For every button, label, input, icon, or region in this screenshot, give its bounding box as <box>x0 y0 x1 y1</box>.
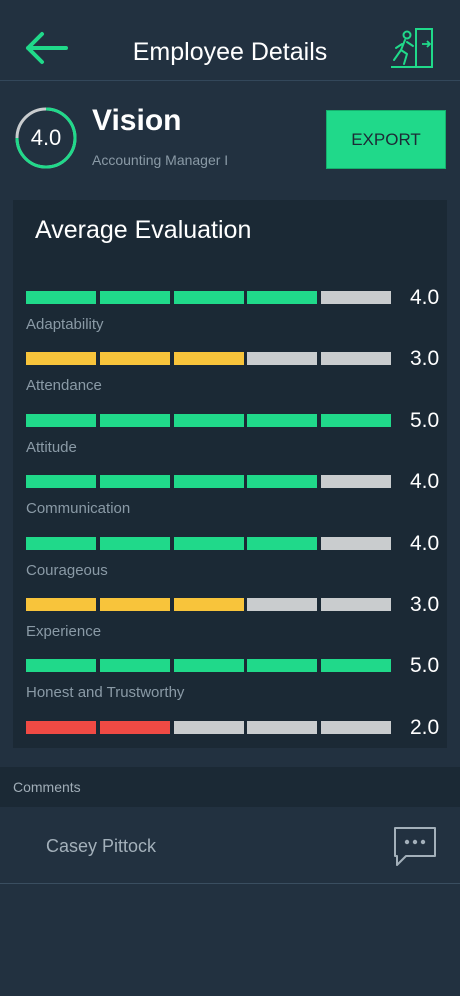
rating-label: Attitude <box>26 438 77 456</box>
rating-segment-filled <box>26 413 96 427</box>
rating-segment-filled <box>99 659 170 673</box>
rating-segment-filled <box>321 659 391 673</box>
rating-segment-filled <box>173 352 244 366</box>
rating-value: 4.0 <box>410 531 440 555</box>
rating-segment-filled <box>26 291 96 304</box>
exit-door-icon <box>391 28 433 68</box>
evaluation-row: 5.0 Attitude <box>26 409 447 464</box>
rating-value: 2.0 <box>410 715 440 739</box>
back-button[interactable] <box>22 28 70 68</box>
evaluation-row: 4.0 Courageous <box>26 532 447 587</box>
rating-segment-filled <box>321 413 391 427</box>
chat-bubble-icon <box>394 827 436 866</box>
exit-button[interactable] <box>390 26 436 70</box>
rating-segment-filled <box>247 413 318 427</box>
rating-segment-filled <box>247 291 318 304</box>
rating-segment-empty <box>173 720 244 734</box>
rating-segment-filled <box>173 291 244 304</box>
employee-name: Vision <box>92 104 182 137</box>
rating-segment-empty <box>247 720 318 734</box>
rating-segment-filled <box>99 291 170 304</box>
overall-score: 4.0 <box>30 125 62 150</box>
rating-value: 4.0 <box>410 286 440 309</box>
rating-bar <box>26 536 391 550</box>
comment-author: Casey Pittock <box>46 836 157 856</box>
evaluation-row: 5.0 Honest and Trustworthy <box>26 654 447 709</box>
rating-segment-empty <box>321 598 391 611</box>
rating-segment-filled <box>173 659 244 673</box>
average-evaluation-card: Average Evaluation 4.0 Adaptability 3.0 Att… <box>13 200 447 748</box>
evaluation-row: 2.0 <box>26 716 447 771</box>
rating-value: 5.0 <box>410 408 440 432</box>
rating-segment-filled <box>173 536 244 550</box>
export-button[interactable]: EXPORT <box>326 110 446 169</box>
rating-segment-empty <box>247 598 318 611</box>
employee-profile: 4.0 Vision Accounting Manager I EXPORT <box>0 80 460 190</box>
rating-segment-filled <box>99 352 170 366</box>
rating-label: Attendance <box>26 377 102 395</box>
rating-bar <box>26 475 391 489</box>
rating-value: 3.0 <box>410 593 440 616</box>
rating-bar <box>26 598 391 611</box>
rating-label: Courageous <box>26 561 108 579</box>
rating-value: 3.0 <box>410 347 440 371</box>
rating-segment-filled <box>99 598 170 611</box>
rating-segment-empty <box>321 720 391 734</box>
rating-bar <box>26 720 391 734</box>
rating-segment-filled <box>26 475 96 489</box>
rating-segment-filled <box>99 536 170 550</box>
evaluation-row: 4.0 Communication <box>26 470 447 525</box>
rating-segment-filled <box>26 720 96 734</box>
rating-segment-empty <box>247 352 318 366</box>
rating-segment-filled <box>99 413 170 427</box>
rating-segment-filled <box>26 598 96 611</box>
employee-role: Accounting Manager I <box>92 152 229 168</box>
comments-section-header: Comments <box>0 767 460 807</box>
view-comment-button[interactable] <box>392 825 438 869</box>
rating-bar <box>26 413 391 427</box>
rating-bar <box>26 659 391 673</box>
rating-segment-empty <box>321 475 391 489</box>
arrow-left-icon <box>26 32 68 64</box>
rating-segment-filled <box>99 475 170 489</box>
comment-item[interactable]: Casey Pittock <box>0 807 460 884</box>
rating-segment-filled <box>99 720 170 734</box>
page-title: Employee Details <box>132 38 328 66</box>
rating-segment-filled <box>247 475 318 489</box>
comments-label: Comments <box>13 779 81 795</box>
rating-label: Honest and Trustworthy <box>26 684 185 702</box>
rating-label: Experience <box>26 623 102 640</box>
rating-label: Adaptability <box>26 316 104 333</box>
evaluation-title: Average Evaluation <box>35 216 252 244</box>
rating-segment-filled <box>173 598 244 611</box>
rating-value: 5.0 <box>410 654 440 678</box>
rating-segment-empty <box>321 291 391 304</box>
rating-segment-filled <box>26 536 96 550</box>
score-ring <box>15 107 77 169</box>
evaluation-row: 3.0 Attendance <box>26 347 447 402</box>
rating-segment-empty <box>321 352 391 366</box>
rating-bar <box>26 352 391 366</box>
evaluation-row: 4.0 Adaptability <box>26 286 447 341</box>
rating-segment-filled <box>173 413 244 427</box>
rating-segment-filled <box>26 352 96 366</box>
evaluation-row: 3.0 Experience <box>26 593 447 648</box>
rating-label: Communication <box>26 500 131 518</box>
rating-segment-filled <box>247 536 318 550</box>
rating-bar <box>26 291 391 304</box>
rating-value: 4.0 <box>410 470 440 494</box>
app-header: Employee Details <box>0 0 460 81</box>
rating-segment-empty <box>321 536 391 550</box>
rating-segment-filled <box>173 475 244 489</box>
rating-segment-filled <box>247 659 318 673</box>
rating-segment-filled <box>26 659 96 673</box>
